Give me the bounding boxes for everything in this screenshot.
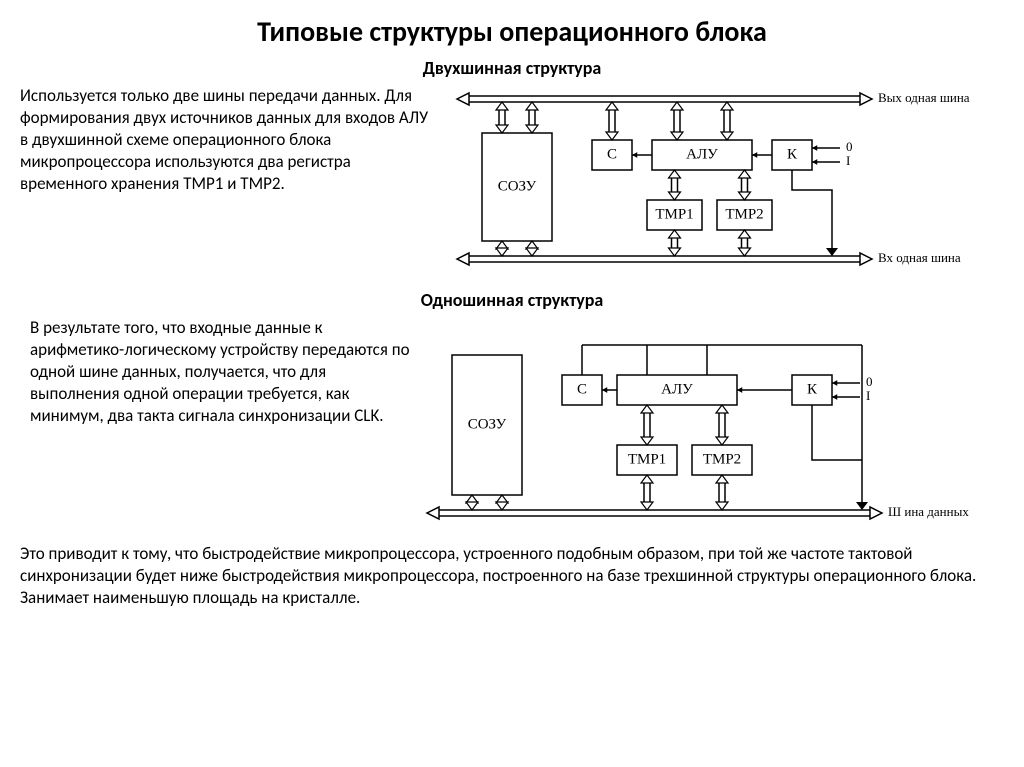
svg-text:TMP2: TMP2 bbox=[703, 451, 741, 467]
svg-text:К: К bbox=[787, 146, 798, 162]
svg-text:Вх одная шина: Вх одная шина bbox=[878, 250, 961, 265]
page-title: Типовые структуры операционного блока bbox=[20, 14, 1004, 49]
svg-text:TMP1: TMP1 bbox=[628, 451, 666, 467]
svg-text:Ш ина данных: Ш ина данных bbox=[888, 504, 969, 519]
svg-text:С: С bbox=[577, 381, 587, 397]
svg-text:I: I bbox=[846, 153, 850, 168]
section1-description: Используется только две шины передачи да… bbox=[20, 85, 440, 195]
svg-text:СОЗУ: СОЗУ bbox=[468, 416, 507, 432]
svg-text:0: 0 bbox=[866, 374, 873, 389]
conclusion-text: Это приводит к тому, что быстродействие … bbox=[20, 543, 1004, 609]
svg-text:АЛУ: АЛУ bbox=[661, 381, 693, 397]
svg-text:TMP1: TMP1 bbox=[655, 206, 693, 222]
svg-text:0: 0 bbox=[846, 139, 853, 154]
svg-text:СОЗУ: СОЗУ bbox=[498, 178, 537, 194]
section1-heading: Двухшинная структура bbox=[20, 57, 1004, 79]
section2-heading: Одношинная структура bbox=[20, 289, 1004, 311]
svg-text:АЛУ: АЛУ bbox=[686, 146, 718, 162]
svg-text:К: К bbox=[807, 381, 818, 397]
svg-text:TMP2: TMP2 bbox=[725, 206, 763, 222]
diagram-one-bus: Ш ина данных СОЗУ С АЛУ К TMP1 TMP2 0I bbox=[422, 317, 982, 537]
svg-text:Вых одная шина: Вых одная шина bbox=[878, 90, 970, 105]
diagram-two-bus: Вых одная шина Вх одная шина СОЗУ С АЛУ К TMP1… bbox=[452, 85, 972, 285]
svg-text:I: I bbox=[866, 388, 870, 403]
section2-description: В результате того, что входные данные к … bbox=[20, 317, 410, 427]
svg-text:С: С bbox=[607, 146, 617, 162]
